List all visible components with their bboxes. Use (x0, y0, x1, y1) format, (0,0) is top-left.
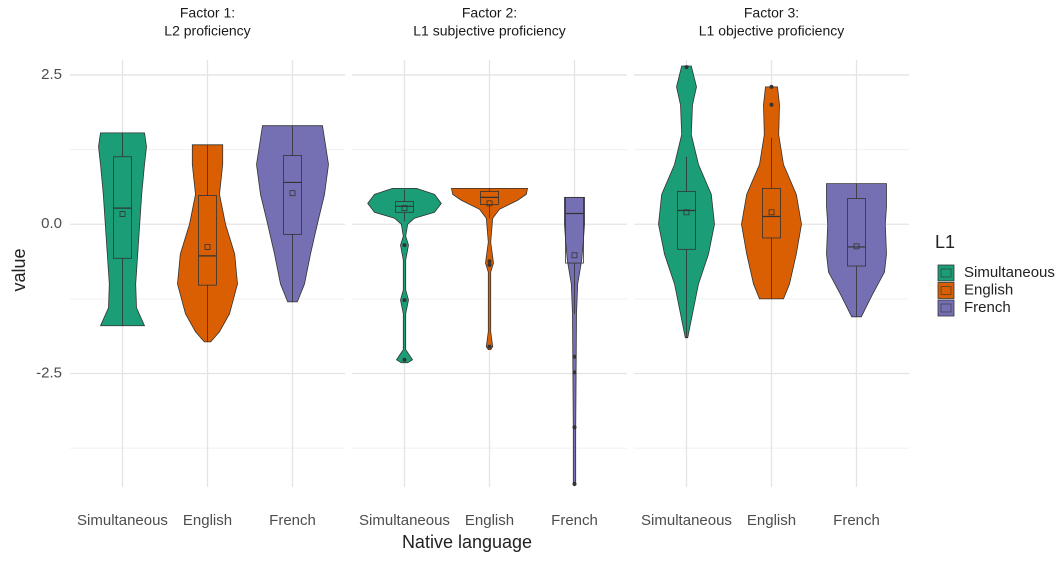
legend-title: L1 (935, 232, 955, 252)
x-tick-label: French (551, 512, 598, 529)
violin (564, 196, 585, 485)
outlier (487, 259, 492, 264)
box (565, 196, 584, 264)
violin (658, 65, 715, 339)
box (283, 155, 302, 235)
outlier (402, 243, 407, 248)
x-tick-label: English (183, 512, 232, 529)
mean (768, 209, 775, 216)
outlier (572, 425, 577, 430)
x-tick-label: French (833, 512, 880, 529)
outlier (402, 357, 407, 362)
mean (119, 211, 126, 217)
x-axis-label: Native language (402, 532, 532, 552)
legend-label: Simultaneous (964, 264, 1055, 281)
facet-title: L2 proficiency (164, 23, 250, 39)
box (198, 195, 217, 286)
mean (204, 244, 211, 250)
facet-title: Factor 3: (744, 5, 799, 21)
mean (401, 205, 408, 212)
y-axis-label: value (9, 248, 29, 291)
mean (486, 200, 493, 207)
legend-key (937, 282, 955, 299)
box (762, 187, 781, 239)
x-tick-label: Simultaneous (641, 512, 732, 529)
outlier (572, 370, 577, 375)
violin (98, 132, 147, 327)
x-tick-label: English (747, 512, 796, 529)
legend-key-box (940, 286, 952, 295)
legend-key-box (940, 303, 952, 313)
x-tick-label: English (465, 512, 514, 529)
mean (683, 209, 690, 216)
outlier (769, 102, 774, 107)
facet-title: Factor 2: (462, 5, 517, 21)
mean (853, 243, 860, 250)
mean (571, 252, 578, 259)
x-tick-label: Simultaneous (359, 512, 450, 529)
outlier (487, 344, 492, 349)
mean (289, 190, 296, 197)
x-tick-label: French (269, 512, 316, 529)
y-tick-label: -2.5 (36, 365, 62, 382)
violin (256, 125, 329, 303)
facet-title: L1 subjective proficiency (413, 23, 566, 39)
legend-label: French (964, 299, 1011, 316)
legend-key-box (940, 268, 952, 278)
y-tick-label: 0.0 (41, 215, 62, 232)
violin (826, 183, 887, 318)
violin (367, 187, 442, 364)
outlier (487, 262, 492, 267)
violin (451, 187, 528, 351)
facet-title: L1 objective proficiency (699, 23, 845, 39)
legend-key (937, 264, 955, 282)
box (847, 198, 866, 267)
violin (741, 86, 802, 300)
box (677, 190, 696, 250)
outlier (684, 65, 689, 70)
legend-key (937, 299, 955, 317)
marks (98, 65, 887, 487)
outlier (572, 354, 577, 359)
violin (177, 144, 238, 343)
outlier (572, 482, 577, 487)
y-tick-label: 2.5 (41, 66, 62, 83)
outlier (402, 298, 407, 303)
outlier (769, 84, 774, 89)
x-tick-label: Simultaneous (77, 512, 168, 529)
facet-title: Factor 1: (180, 5, 235, 21)
legend-label: English (964, 281, 1013, 298)
